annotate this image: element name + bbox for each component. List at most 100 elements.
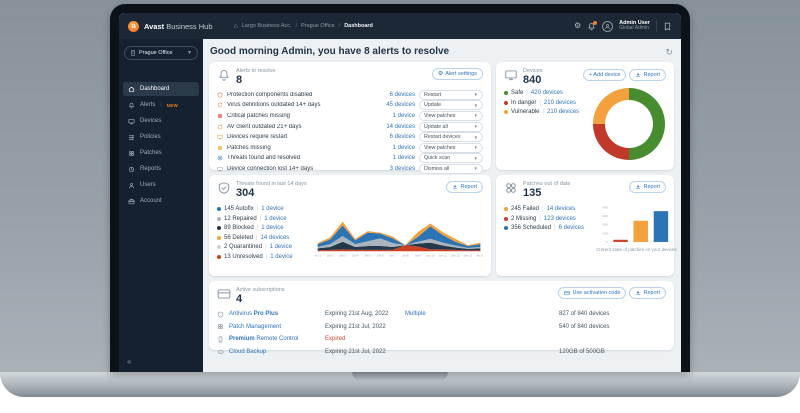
alert-row-action-select[interactable]: Restart devices ▼	[419, 132, 483, 143]
breadcrumb-item-company[interactable]: Largo Business Acc.	[241, 23, 292, 29]
alert-row: Critical patches missing 1 device View pat…	[217, 110, 483, 121]
sidebar-item-reports[interactable]: Reports	[123, 162, 199, 176]
subscription-multiple-link[interactable]: Multiple	[405, 311, 426, 318]
legend-value-link[interactable]: 210 devices	[547, 109, 580, 115]
help-guide-icon[interactable]	[663, 22, 672, 31]
alert-action-label: Dismiss all	[424, 165, 450, 172]
patches-report-button[interactable]: Report	[629, 181, 666, 193]
alert-row-devices-link[interactable]: 6 devices	[389, 134, 415, 141]
alert-row-devices-link[interactable]: 14 devices	[386, 123, 415, 130]
home-icon[interactable]: ⌂	[233, 22, 238, 30]
alert-row-action-select[interactable]: View patches ▼	[419, 110, 483, 121]
alert-row-action-select[interactable]: View patches ▼	[419, 142, 483, 153]
legend-value-link[interactable]: 14 devices	[260, 234, 290, 241]
sidebar-item-devices[interactable]: Devices	[123, 114, 199, 128]
subscriptions-report-button[interactable]: Report	[629, 287, 666, 299]
legend-dot	[504, 91, 508, 95]
settings-gear-icon[interactable]: ⚙	[573, 21, 582, 30]
sidebar-item-label: Dashboard	[140, 86, 170, 92]
alert-row-devices-link[interactable]: 1 device	[392, 155, 415, 162]
y-axis-tick: 400	[602, 205, 607, 209]
legend-separator: |	[539, 99, 541, 106]
download-icon	[636, 184, 641, 190]
alert-rows: Protection components disabled 6 devices R…	[217, 89, 483, 174]
devices-card-header: Devices 840	[504, 68, 666, 87]
use-activation-code-button[interactable]: Use activation code	[558, 287, 627, 299]
alert-action-label: Quick scan	[424, 155, 451, 162]
x-axis-label: Jun 4	[352, 254, 359, 258]
subscription-name-link[interactable]: Cloud Backup	[229, 348, 267, 355]
legend-dot	[504, 100, 508, 105]
threats-report-label: Report	[460, 184, 477, 190]
alert-row-devices-link[interactable]: 1 device	[392, 144, 415, 151]
alert-row-action-select[interactable]: Restart ▼	[419, 89, 483, 100]
alert-row-text: Patches missing	[227, 144, 271, 151]
credit-card-icon	[564, 291, 571, 295]
subscription-usage: 120GB of 500GB	[559, 348, 605, 355]
x-axis-label: Jun 12	[451, 254, 460, 258]
legend-value-link[interactable]: 210 devices	[543, 99, 576, 106]
alert-row-devices-link[interactable]: 3 devices	[389, 165, 415, 172]
alert-row-icon	[217, 113, 223, 119]
sidebar-collapse-button[interactable]: «	[127, 357, 132, 366]
subscription-name-link[interactable]: Premium Remote Control	[229, 336, 299, 343]
legend-value-link[interactable]: 1 device	[264, 215, 287, 222]
legend-value-link[interactable]: 6 devices	[558, 225, 584, 231]
x-axis-label: Jun 3	[339, 254, 346, 258]
threats-report-button[interactable]: Report	[446, 181, 483, 193]
sidebar-item-policies[interactable]: Policies	[123, 130, 199, 144]
legend-separator: |	[542, 206, 544, 212]
legend-value-link[interactable]: 123 devices	[543, 215, 576, 222]
devices-report-button[interactable]: Report	[629, 69, 666, 81]
alert-row-devices-link[interactable]: 6 devices	[389, 91, 415, 98]
alert-settings-button[interactable]: ⚙ Alert settings	[431, 68, 483, 80]
user-menu[interactable]: Admin User Global Admin	[619, 20, 650, 32]
subscriptions-card-meta: Active subscriptions 4	[236, 287, 285, 305]
topbar-actions: ⚙ Admin User Global Admin	[574, 20, 672, 32]
legend-value-link[interactable]: 1 device	[270, 253, 293, 260]
avatar[interactable]	[602, 20, 614, 32]
legend-name: In danger	[511, 99, 537, 106]
legend-name: 89 Blocked	[224, 225, 254, 231]
legend-value-link[interactable]: 1 device	[261, 206, 284, 212]
sidebar-item-account[interactable]: Account	[123, 194, 199, 208]
sidebar-item-dashboard[interactable]: Dashboard	[123, 82, 199, 96]
breadcrumb-separator: /	[295, 23, 298, 29]
patches-icon	[129, 150, 134, 156]
credit-card-icon	[217, 287, 231, 306]
alert-row-devices-link[interactable]: 45 devices	[386, 102, 415, 109]
subscription-icon	[217, 336, 229, 343]
subscription-name-link[interactable]: Patch Management	[229, 323, 282, 330]
add-device-button[interactable]: + Add device	[582, 69, 627, 81]
sidebar-item-label: Policies	[140, 134, 161, 140]
alert-row-action-select[interactable]: Update ▼	[419, 100, 483, 111]
chevron-down-icon: ▼	[473, 155, 478, 161]
sidebar-item-users[interactable]: Users	[123, 178, 199, 192]
alert-row-action-select[interactable]: Dismiss all ▼	[419, 163, 483, 174]
subscription-usage: 827 of 840 devices	[559, 311, 610, 318]
legend-value-link[interactable]: 14 devices	[546, 206, 576, 212]
org-selector[interactable]: Prague Office ▼	[124, 46, 198, 60]
legend-value-link[interactable]: 420 devices	[530, 90, 563, 96]
app-body: Prague Office ▼ Dashboard Alerts | NEW Devic…	[119, 39, 681, 372]
legend-value-link[interactable]: 1 device	[261, 225, 284, 231]
devices-card: Devices 840 + Add device Report Safe | 420…	[496, 62, 674, 170]
sidebar-item-patches[interactable]: Patches	[123, 146, 199, 160]
use-activation-code-label: Use activation code	[572, 290, 621, 296]
alert-row-devices-link[interactable]: 1 device	[392, 112, 415, 119]
breadcrumb-item-site[interactable]: Prague Office	[301, 23, 335, 29]
refresh-icon[interactable]: ↻	[665, 47, 673, 57]
alert-row-action-select[interactable]: Update all ▼	[419, 121, 483, 132]
sidebar-item-label: Account	[140, 198, 162, 204]
alerts-card-label: Alerts to resolve	[236, 68, 276, 74]
subscription-name-link[interactable]: Antivirus Pro Plus	[229, 311, 279, 318]
topbar-divider	[656, 20, 657, 32]
x-axis-label: Jun 11	[439, 254, 447, 258]
legend-name: 56 Deleted	[224, 234, 254, 241]
area-series-unresolved	[317, 245, 481, 252]
legend-item: 2 Missing | 123 devices	[504, 216, 592, 222]
sidebar-item-alerts[interactable]: Alerts | NEW	[123, 98, 199, 112]
notifications-bell-icon[interactable]	[587, 20, 598, 31]
legend-value-link[interactable]: 1 device	[269, 244, 292, 250]
alert-row-action-select[interactable]: Quick scan ▼	[419, 153, 483, 164]
